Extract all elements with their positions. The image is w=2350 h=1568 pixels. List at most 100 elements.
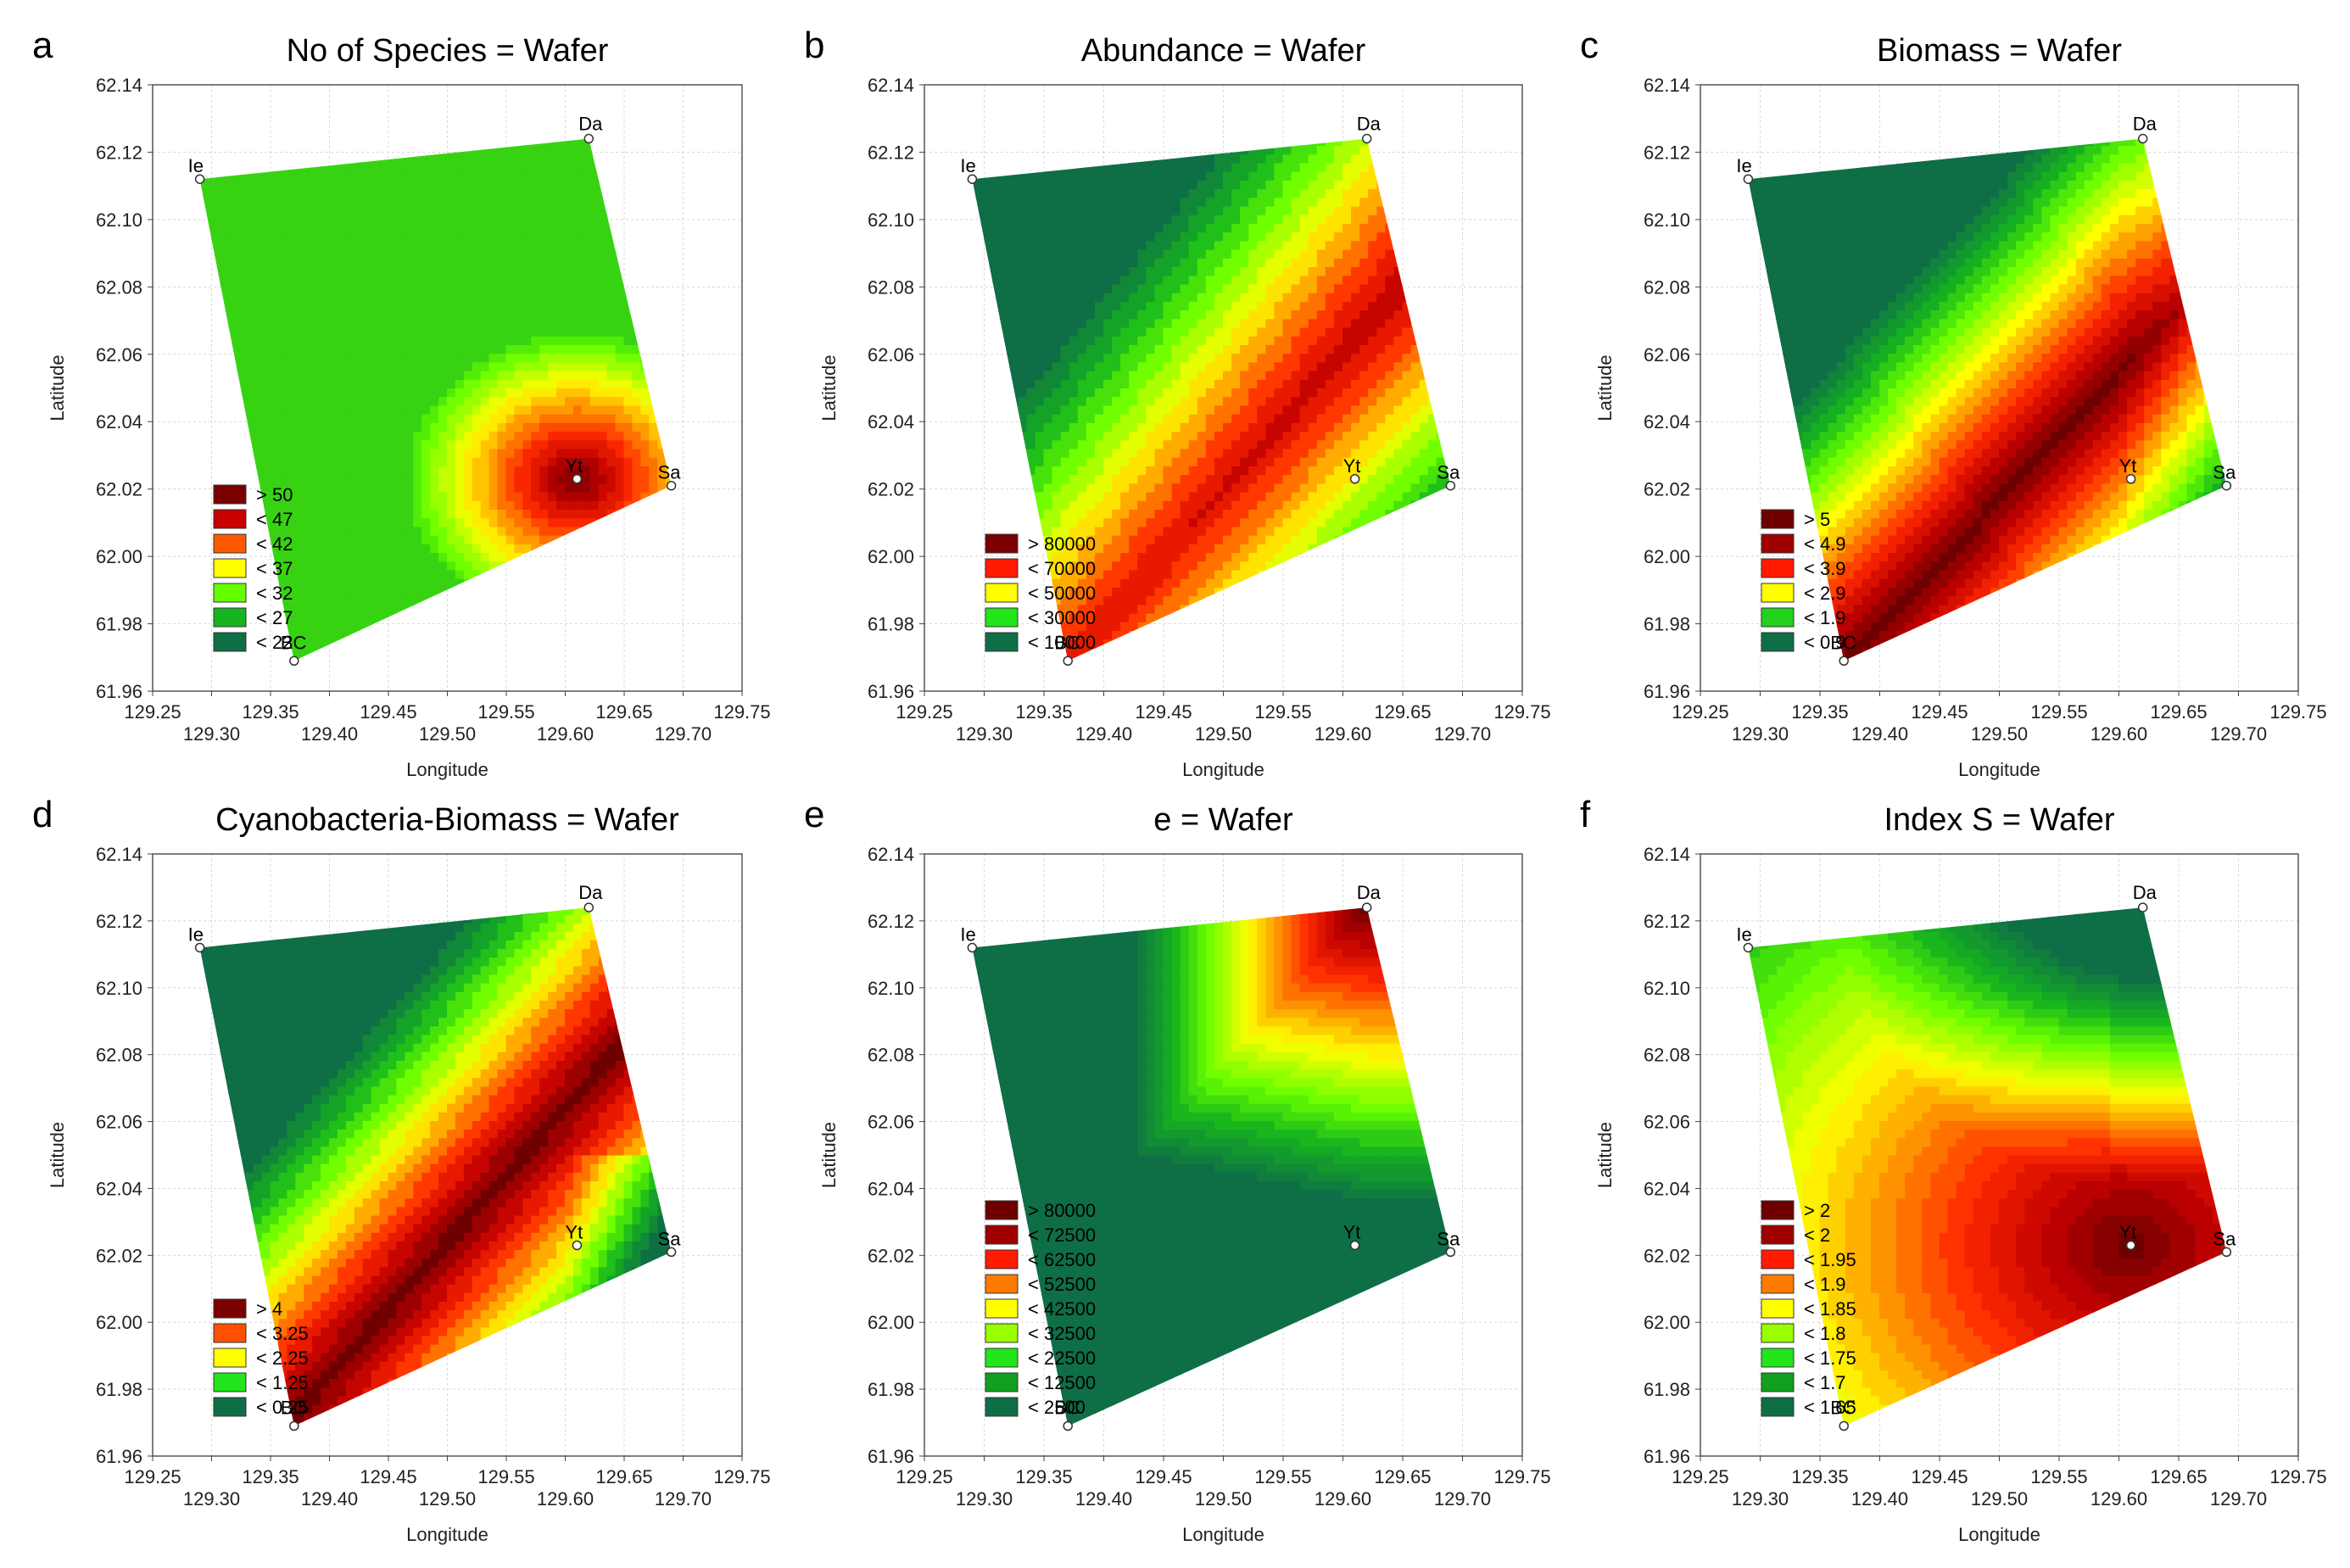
contour-cell [304,170,314,181]
contour-cell [227,318,237,328]
contour-cell [253,448,263,458]
contour-cell [505,188,516,198]
contour-cell [497,370,507,380]
contour-cell [480,153,490,164]
contour-cell [379,300,389,311]
contour-cell [321,188,330,198]
contour-cell [565,266,574,276]
contour-cell [253,378,263,388]
contour-cell [287,499,297,510]
contour-cell [295,647,305,657]
contour-cell [329,370,338,380]
contour-cell [371,578,381,588]
contour-cell [463,439,473,449]
contour-cell [531,439,541,449]
contour-cell [329,552,338,562]
contour-cell [497,456,507,466]
contour-cell [438,266,448,276]
contour-cell [421,526,432,536]
contour-cell [354,257,364,267]
contour-cell [505,266,516,276]
contour-cell [598,483,608,493]
contour-cell [438,153,448,164]
contour-cell [463,388,473,398]
contour-cell [362,612,372,622]
contour-cell [522,153,533,164]
contour-cell [396,405,406,415]
contour-cell [497,474,507,484]
contour-cell [657,483,667,493]
contour-cell [548,205,558,215]
contour-cell [606,266,617,276]
contour-cell [345,491,355,501]
contour-cell [199,179,204,190]
contour-cell [227,188,237,198]
contour-cell [337,240,347,250]
contour-cell [278,517,288,527]
contour-cell [447,343,456,354]
contour-cell [539,275,550,285]
contour-cell [312,604,322,614]
contour-cell [278,388,288,398]
contour-cell [227,205,237,215]
contour-cell [295,266,305,276]
contour-cell [321,509,330,519]
contour-cell [463,292,473,302]
contour-cell [261,170,271,181]
contour-cell [463,310,473,320]
contour-cell [539,509,550,519]
contour-cell [329,465,338,476]
contour-cell [362,378,372,388]
contour-cell [548,300,558,311]
contour-cell [556,499,566,510]
contour-cell [505,343,516,354]
contour-cell [287,526,297,536]
contour-cell [497,153,507,164]
contour-cell [295,561,305,571]
contour-cell [539,188,550,198]
contour-cell [556,509,566,519]
contour-cell [488,439,499,449]
contour-cell [421,586,432,597]
contour-cell [371,439,381,449]
contour-cell [421,552,432,562]
contour-cell [581,370,591,380]
contour-cell [565,499,574,510]
contour-cell [531,499,541,510]
contour-cell [472,474,482,484]
contour-cell [362,543,372,554]
contour-cell [379,517,389,527]
contour-cell [447,370,456,380]
contour-cell [640,483,650,493]
contour-cell [598,222,608,233]
contour-cell [606,421,617,432]
contour-cell [565,509,574,519]
contour-cell [379,188,389,198]
contour-cell [598,378,608,388]
contour-cell [270,413,280,423]
contour-cell [244,326,254,337]
contour-cell [556,318,566,328]
contour-cell [405,162,415,172]
contour-cell [572,266,583,276]
contour-cell [548,310,558,320]
contour-cell [589,405,600,415]
contour-cell [522,396,533,406]
contour-cell [438,474,448,484]
contour-cell [396,388,406,398]
contour-cell [227,326,237,337]
contour-cell [337,179,347,190]
contour-cell [598,292,608,302]
contour-cell [354,586,364,597]
contour-cell [329,578,338,588]
contour-cell [312,630,322,640]
contour-cell [505,257,516,267]
contour-cell [581,361,591,371]
contour-cell [421,491,432,501]
contour-cell [295,318,305,328]
contour-cell [615,413,625,423]
contour-cell [598,300,608,311]
contour-cell [362,499,372,510]
contour-cell [329,343,338,354]
contour-cell [505,370,516,380]
